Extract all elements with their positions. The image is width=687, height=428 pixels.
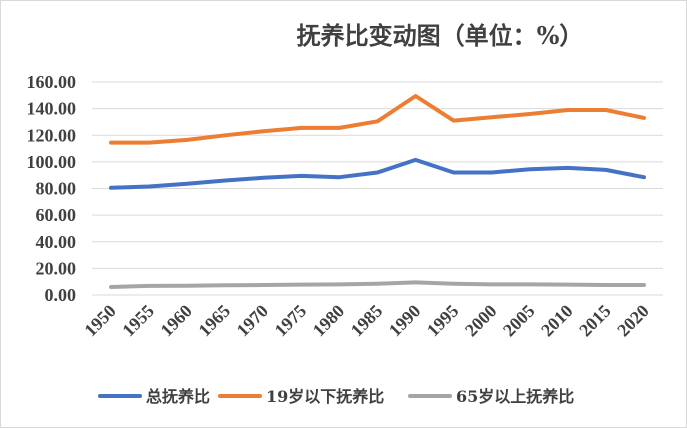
x-tick-label: 1950 <box>80 301 120 341</box>
x-tick-label: 1985 <box>347 301 387 341</box>
y-tick-label: 20.00 <box>36 258 77 278</box>
y-tick-label: 80.00 <box>36 179 77 199</box>
y-tick-label: 120.00 <box>27 125 77 145</box>
x-tick-label: 2000 <box>461 301 501 341</box>
x-tick-label: 1975 <box>271 301 311 341</box>
x-tick-label: 2015 <box>575 301 615 341</box>
y-tick-label: 40.00 <box>36 232 77 252</box>
x-tick-label: 1960 <box>156 301 196 341</box>
legend-item: 19岁以下抚养比 <box>218 387 384 406</box>
series-line-1 <box>109 157 646 190</box>
series-line-2 <box>109 94 646 145</box>
chart-title: 抚养比变动图（单位：%） <box>297 21 584 50</box>
y-tick-label: 0.00 <box>45 285 77 305</box>
x-tick-label: 1970 <box>233 301 273 341</box>
legend: 总抚养比 19岁以下抚养比 65岁以上抚养比 <box>98 387 574 406</box>
x-axis-tick-labels: 1950195519601965197019751980198519901995… <box>80 301 653 341</box>
y-axis-tick-labels: 0.00 20.00 40.00 60.00 80.00 100.00 120.00 140.… <box>27 72 77 305</box>
legend-label: 总抚养比 <box>146 387 210 406</box>
series-lines <box>109 94 646 289</box>
x-tick-label: 1965 <box>194 301 234 341</box>
x-tick-label: 1980 <box>309 301 349 341</box>
y-tick-label: 60.00 <box>36 205 77 225</box>
x-tick-label: 1955 <box>118 301 158 341</box>
x-tick-label: 2010 <box>537 301 577 341</box>
y-tick-label: 140.00 <box>27 99 77 119</box>
legend-item: 总抚养比 <box>98 387 210 406</box>
x-tick-label: 1995 <box>423 301 463 341</box>
y-tick-label: 100.00 <box>27 152 77 172</box>
legend-label: 19岁以下抚养比 <box>266 387 384 406</box>
x-tick-label: 1990 <box>385 301 425 341</box>
x-tick-label: 2005 <box>499 301 539 341</box>
legend-item: 65岁以上抚养比 <box>408 387 574 406</box>
gridlines <box>92 81 663 296</box>
legend-label: 65岁以上抚养比 <box>456 387 574 406</box>
y-tick-label: 160.00 <box>27 72 77 92</box>
x-tick-label: 2020 <box>613 301 653 341</box>
series-line-3 <box>109 280 646 289</box>
